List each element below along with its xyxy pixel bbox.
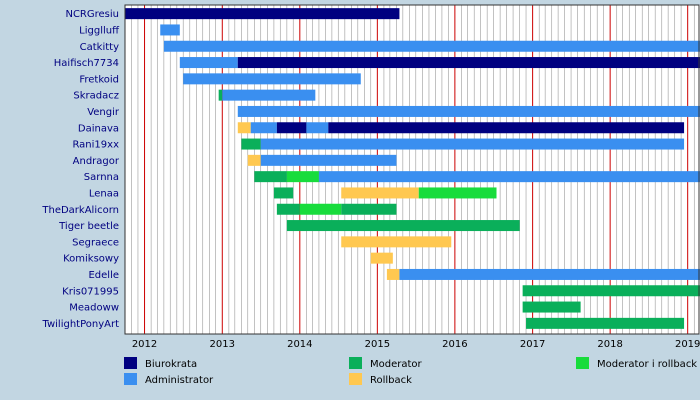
- user-label: TheDarkAlicorn: [41, 205, 119, 216]
- role-bar-moderator-rollback: [299, 203, 342, 215]
- year-tick-label: 2018: [597, 339, 622, 350]
- user-label: Catkitty: [80, 42, 119, 53]
- role-bar-administrator: [260, 154, 397, 166]
- role-bar-administrator: [250, 122, 277, 134]
- user-label: Kris071995: [62, 286, 119, 297]
- role-bar-administrator: [183, 73, 361, 85]
- legend-label-rollback: Rollback: [370, 375, 412, 386]
- role-bar-administrator: [260, 138, 685, 150]
- role-bar-moderator: [241, 138, 261, 150]
- role-bar-moderator: [286, 220, 520, 232]
- user-label: Rani19xx: [72, 140, 119, 151]
- role-bar-moderator: [522, 301, 581, 313]
- role-bar-administrator: [163, 40, 700, 52]
- role-bar-administrator: [318, 171, 700, 183]
- x-axis: 2012 2013 2014 2015 2016 2017 2018 2019: [132, 339, 700, 350]
- role-bar-moderator: [218, 89, 223, 101]
- user-label: Segraece: [72, 237, 119, 248]
- user-label: Haifisch7734: [54, 58, 119, 69]
- role-bar-rollback: [386, 268, 400, 280]
- role-bar-rollback: [341, 187, 419, 199]
- user-label: Komiksowy: [63, 254, 119, 265]
- role-bar-biurokrata: [276, 122, 307, 134]
- plot-border: [124, 4, 700, 335]
- user-labels: NCRGresiu Ligglluff Catkitty Haifisch7734 Fr…: [41, 9, 120, 330]
- role-bar-moderator: [522, 285, 700, 297]
- legend-swatch-rollback: [349, 373, 362, 385]
- legend-label-moderator: Moderator: [370, 359, 423, 370]
- role-bar-biurokrata: [328, 122, 685, 134]
- user-label: Dainava: [78, 123, 119, 134]
- role-bar-moderator: [276, 203, 300, 215]
- role-bar-biurokrata: [125, 8, 400, 20]
- year-tick-label: 2015: [365, 339, 390, 350]
- role-bar-moderator: [341, 203, 397, 215]
- user-label: Tiger beetle: [58, 221, 119, 232]
- role-bar-rollback: [341, 236, 452, 248]
- user-label: Meadoww: [69, 303, 119, 314]
- role-bar-rollback: [247, 154, 261, 166]
- legend-label-biurokrata: Biurokrata: [145, 359, 197, 370]
- role-bar-administrator: [237, 105, 700, 117]
- role-bar-administrator: [160, 24, 180, 36]
- year-tick-label: 2019: [675, 339, 700, 350]
- user-label: Fretkoid: [79, 74, 119, 85]
- user-label: Ligglluff: [79, 25, 120, 36]
- legend: Biurokrata Administrator Moderator Rollback…: [124, 357, 697, 386]
- role-bar-moderator: [526, 317, 685, 329]
- role-bar-administrator: [222, 89, 316, 101]
- plot-background: [125, 5, 700, 334]
- year-tick-label: 2017: [520, 339, 545, 350]
- legend-swatch-moderator: [349, 357, 362, 369]
- role-bar-moderator-rollback: [286, 171, 319, 183]
- role-bar-moderator: [254, 171, 287, 183]
- legend-label-moderator-rollback: Moderator i rollback: [597, 359, 697, 370]
- year-tick-label: 2016: [442, 339, 467, 350]
- legend-swatch-administrator: [124, 373, 137, 385]
- user-label: Lenaa: [89, 188, 119, 199]
- year-tick-label: 2012: [132, 339, 157, 350]
- role-bar-rollback: [370, 252, 393, 264]
- year-tick-label: 2013: [210, 339, 235, 350]
- role-bar-administrator: [306, 122, 329, 134]
- user-label: NCRGresiu: [65, 9, 119, 20]
- legend-swatch-biurokrata: [124, 357, 137, 369]
- user-label: TwilightPonyArt: [42, 319, 120, 330]
- role-bar-administrator: [179, 57, 238, 69]
- legend-swatch-moderator-rollback: [576, 357, 589, 369]
- legend-label-administrator: Administrator: [145, 375, 214, 386]
- role-bar-moderator: [273, 187, 294, 199]
- user-label: Vengir: [87, 107, 120, 118]
- role-bar-moderator-rollback: [418, 187, 497, 199]
- role-bar-biurokrata: [237, 57, 700, 69]
- year-tick-label: 2014: [287, 339, 312, 350]
- user-label: Andragor: [73, 156, 120, 167]
- bars: [125, 8, 700, 329]
- user-label: Edelle: [88, 270, 119, 281]
- user-label: Skradacz: [73, 91, 119, 102]
- role-bar-rollback: [237, 122, 251, 134]
- role-bar-administrator: [399, 268, 700, 280]
- user-label: Sarnna: [84, 172, 119, 183]
